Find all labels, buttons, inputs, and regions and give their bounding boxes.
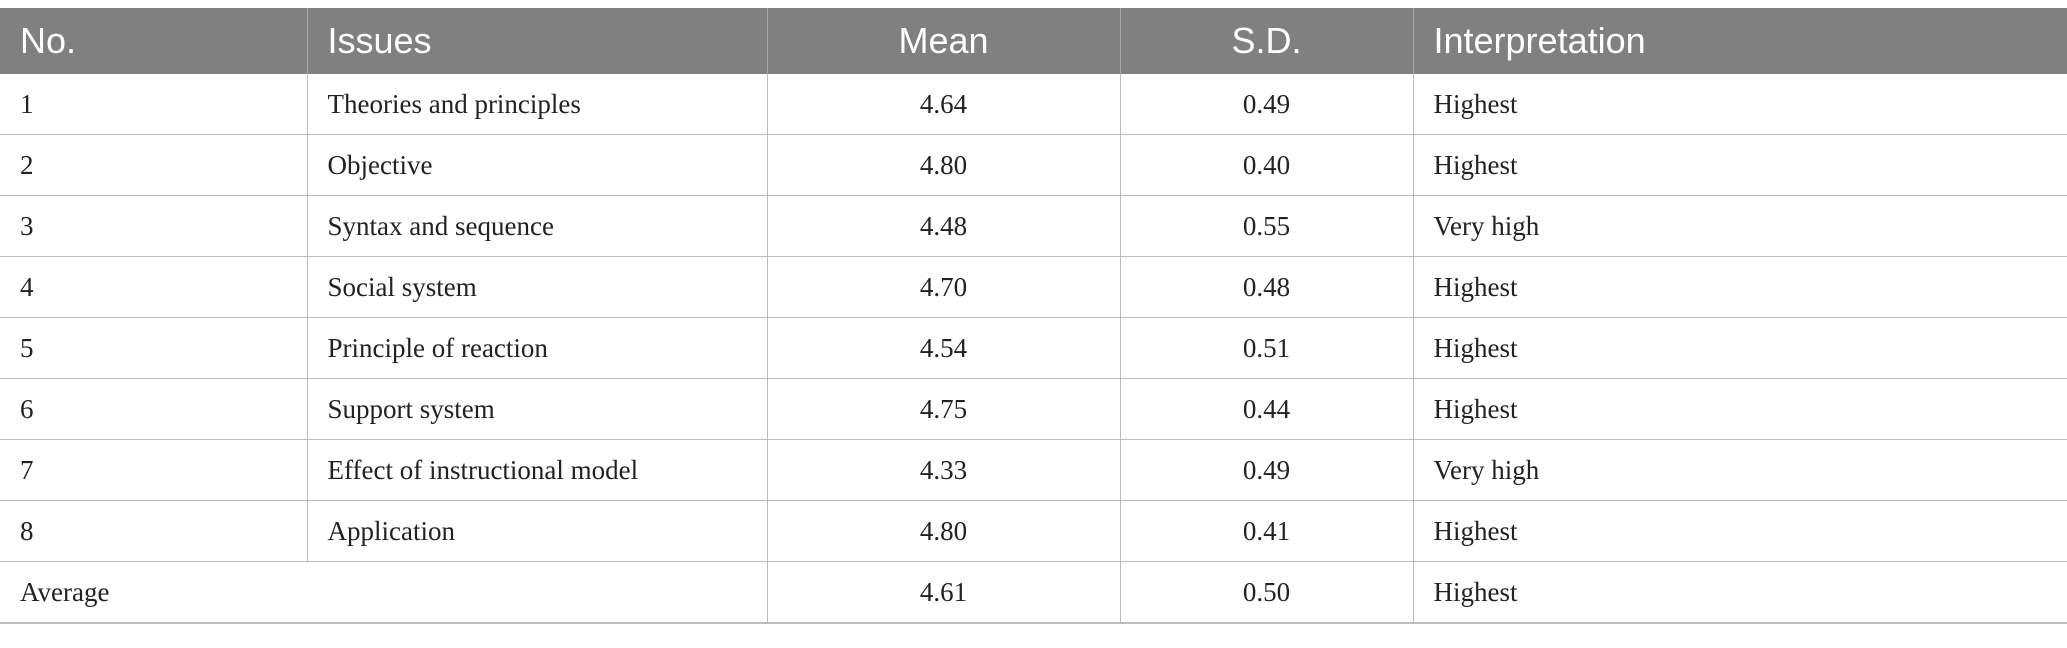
header-row: No. Issues Mean S.D. Interpretation xyxy=(0,8,2067,74)
cell-mean: 4.33 xyxy=(766,439,1120,501)
cell-interpretation: Highest xyxy=(1412,134,2067,196)
average-row: Average 4.61 0.50 Highest xyxy=(0,561,2067,624)
cell-mean: 4.48 xyxy=(766,195,1120,257)
cell-sd: 0.40 xyxy=(1119,134,1413,196)
cell-no: 7 xyxy=(0,439,307,501)
cell-no: 5 xyxy=(0,317,307,379)
cell-interpretation: Highest xyxy=(1412,317,2067,379)
header-sd: S.D. xyxy=(1119,8,1413,74)
cell-issue: Application xyxy=(306,500,767,562)
cell-sd: 0.48 xyxy=(1119,256,1413,318)
cell-interpretation: Very high xyxy=(1412,439,2067,501)
header-interpretation: Interpretation xyxy=(1412,8,2067,74)
results-table: No. Issues Mean S.D. Interpretation 1 Th… xyxy=(0,8,2067,624)
cell-no: 6 xyxy=(0,378,307,440)
cell-issue: Social system xyxy=(306,256,767,318)
cell-mean: 4.54 xyxy=(766,317,1120,379)
table-row: 7 Effect of instructional model 4.33 0.4… xyxy=(0,439,2067,501)
cell-interpretation: Highest xyxy=(1412,500,2067,562)
header-mean: Mean xyxy=(766,8,1120,74)
cell-no: 3 xyxy=(0,195,307,257)
cell-interpretation: Highest xyxy=(1412,256,2067,318)
table-header: No. Issues Mean S.D. Interpretation xyxy=(0,8,2067,74)
header-no: No. xyxy=(0,8,307,74)
cell-sd: 0.49 xyxy=(1119,439,1413,501)
cell-mean: 4.80 xyxy=(766,134,1120,196)
cell-mean: 4.75 xyxy=(766,378,1120,440)
average-interpretation: Highest xyxy=(1412,561,2067,624)
table-row: 1 Theories and principles 4.64 0.49 High… xyxy=(0,74,2067,135)
table-row: 4 Social system 4.70 0.48 Highest xyxy=(0,256,2067,318)
table-body: 1 Theories and principles 4.64 0.49 High… xyxy=(0,74,2067,624)
cell-sd: 0.49 xyxy=(1119,74,1413,135)
cell-no: 4 xyxy=(0,256,307,318)
cell-no: 8 xyxy=(0,500,307,562)
cell-interpretation: Highest xyxy=(1412,378,2067,440)
table-row: 3 Syntax and sequence 4.48 0.55 Very hig… xyxy=(0,195,2067,257)
cell-sd: 0.51 xyxy=(1119,317,1413,379)
cell-issue: Objective xyxy=(306,134,767,196)
cell-sd: 0.55 xyxy=(1119,195,1413,257)
average-label: Average xyxy=(0,561,767,624)
cell-sd: 0.41 xyxy=(1119,500,1413,562)
cell-issue: Theories and principles xyxy=(306,74,767,135)
cell-issue: Principle of reaction xyxy=(306,317,767,379)
cell-issue: Syntax and sequence xyxy=(306,195,767,257)
table-row: 6 Support system 4.75 0.44 Highest xyxy=(0,378,2067,440)
cell-interpretation: Very high xyxy=(1412,195,2067,257)
average-mean: 4.61 xyxy=(766,561,1120,624)
cell-issue: Support system xyxy=(306,378,767,440)
table-row: 2 Objective 4.80 0.40 Highest xyxy=(0,134,2067,196)
cell-mean: 4.70 xyxy=(766,256,1120,318)
cell-sd: 0.44 xyxy=(1119,378,1413,440)
cell-interpretation: Highest xyxy=(1412,74,2067,135)
cell-issue: Effect of instructional model xyxy=(306,439,767,501)
cell-mean: 4.64 xyxy=(766,74,1120,135)
average-sd: 0.50 xyxy=(1119,561,1413,624)
cell-no: 2 xyxy=(0,134,307,196)
table-row: 5 Principle of reaction 4.54 0.51 Highes… xyxy=(0,317,2067,379)
cell-mean: 4.80 xyxy=(766,500,1120,562)
table-row: 8 Application 4.80 0.41 Highest xyxy=(0,500,2067,562)
cell-no: 1 xyxy=(0,74,307,135)
header-issues: Issues xyxy=(306,8,767,74)
